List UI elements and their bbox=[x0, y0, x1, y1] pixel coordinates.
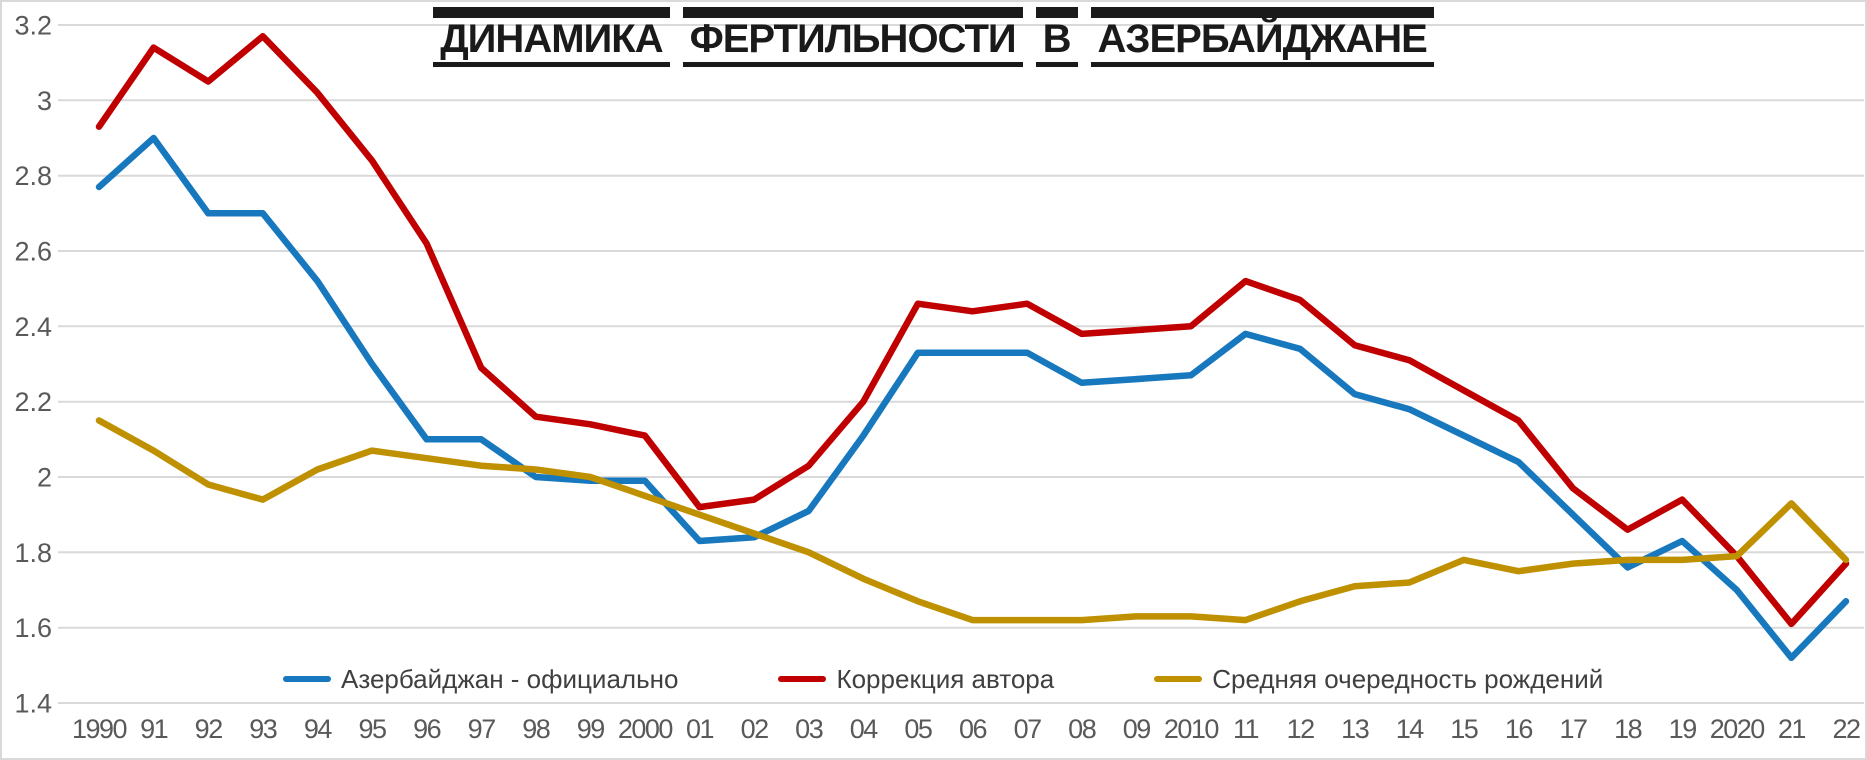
x-axis-label: 02 bbox=[741, 714, 769, 744]
x-axis-label: 94 bbox=[304, 714, 333, 744]
x-axis-label: 17 bbox=[1559, 714, 1587, 744]
y-axis-label: 1.4 bbox=[14, 689, 52, 719]
x-axis-label: 13 bbox=[1341, 714, 1369, 744]
y-axis-label: 2.6 bbox=[14, 237, 52, 267]
y-axis-label: 2.4 bbox=[14, 312, 52, 342]
x-axis-label: 01 bbox=[686, 714, 714, 744]
legend-label: Азербайджан - официально bbox=[341, 663, 679, 694]
legend-item-birth-order: Средняя очередность рождений bbox=[1154, 664, 1603, 695]
x-axis-label: 2020 bbox=[1710, 714, 1765, 744]
x-axis-label: 98 bbox=[522, 714, 550, 744]
legend-item-official: Азербайджан - официально bbox=[283, 664, 678, 695]
x-axis-label: 91 bbox=[140, 714, 168, 744]
x-axis-label: 92 bbox=[195, 714, 223, 744]
x-axis-label: 07 bbox=[1014, 714, 1042, 744]
series-line-2 bbox=[95, 417, 1850, 624]
x-axis-label: 2010 bbox=[1164, 714, 1219, 744]
y-axis-label: 1.6 bbox=[14, 613, 52, 643]
x-axis-label: 04 bbox=[850, 714, 879, 744]
x-axis-label: 06 bbox=[959, 714, 987, 744]
x-axis-label: 15 bbox=[1450, 714, 1478, 744]
x-axis-label: 19 bbox=[1669, 714, 1697, 744]
x-axis-label: 97 bbox=[468, 714, 496, 744]
x-axis-label: 11 bbox=[1233, 714, 1259, 744]
y-axis-label: 3.2 bbox=[14, 11, 52, 41]
legend-line-swatch-red bbox=[778, 676, 827, 682]
legend-label: Средняя очередность рождений bbox=[1212, 663, 1604, 694]
x-axis-label: 1990 bbox=[72, 714, 127, 744]
y-axis-label: 1.8 bbox=[14, 538, 52, 568]
x-axis-label: 2000 bbox=[618, 714, 673, 744]
x-axis-label: 14 bbox=[1396, 714, 1425, 744]
x-axis-label: 12 bbox=[1287, 714, 1315, 744]
x-axis-label: 18 bbox=[1614, 714, 1642, 744]
legend-label: Коррекция автора bbox=[836, 663, 1055, 694]
y-axis-label: 2 bbox=[37, 463, 52, 493]
legend-line-swatch-blue bbox=[283, 676, 331, 682]
series-line-1 bbox=[95, 33, 1850, 628]
legend-item-correction: Коррекция автора bbox=[778, 664, 1054, 695]
x-axis-label: 05 bbox=[904, 714, 932, 744]
x-axis-label: 03 bbox=[795, 714, 823, 744]
x-axis-label: 21 bbox=[1778, 714, 1806, 744]
legend-line-swatch-gold bbox=[1154, 676, 1203, 682]
x-axis-label: 22 bbox=[1832, 714, 1860, 744]
y-axis-label: 3 bbox=[37, 86, 52, 116]
x-axis-label: 96 bbox=[413, 714, 441, 744]
x-axis-label: 99 bbox=[577, 714, 605, 744]
x-axis-label: 08 bbox=[1068, 714, 1096, 744]
x-axis-label: 95 bbox=[358, 714, 386, 744]
y-axis-label: 2.2 bbox=[14, 387, 52, 417]
series-line-0 bbox=[95, 134, 1850, 662]
x-axis-label: 93 bbox=[249, 714, 277, 744]
legend: Азербайджан - официально Коррекция автор… bbox=[283, 660, 1603, 698]
y-axis-label: 2.8 bbox=[14, 161, 52, 191]
x-axis-label: 09 bbox=[1123, 714, 1151, 744]
x-axis-label: 16 bbox=[1505, 714, 1533, 744]
